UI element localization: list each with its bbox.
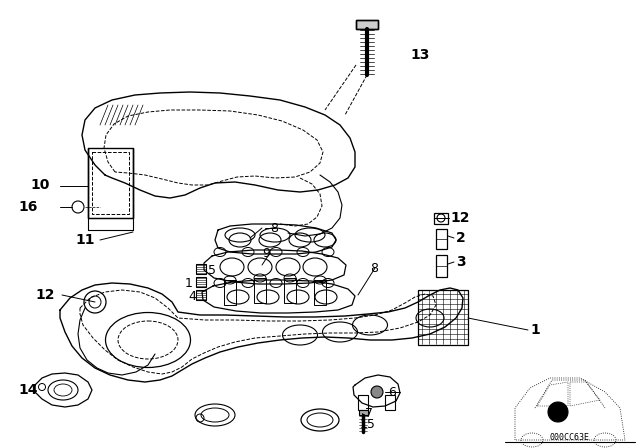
Text: 3: 3 xyxy=(456,255,466,269)
Bar xyxy=(254,278,266,303)
Text: 000CC63E: 000CC63E xyxy=(550,433,590,442)
Circle shape xyxy=(371,386,383,398)
Bar xyxy=(434,213,448,224)
Bar xyxy=(314,280,326,305)
Bar xyxy=(358,395,368,410)
Bar xyxy=(196,277,206,287)
Text: 13: 13 xyxy=(410,48,429,62)
Text: 11: 11 xyxy=(75,233,95,247)
Bar xyxy=(92,152,129,214)
Text: 12: 12 xyxy=(450,211,470,225)
Text: 10: 10 xyxy=(30,178,49,192)
Circle shape xyxy=(548,402,568,422)
Bar xyxy=(88,148,133,218)
Text: 15: 15 xyxy=(360,418,376,431)
Text: 7: 7 xyxy=(365,406,373,419)
Text: 12: 12 xyxy=(35,288,54,302)
Text: 5: 5 xyxy=(208,263,216,276)
Bar xyxy=(436,229,447,249)
Bar xyxy=(356,20,378,29)
Bar xyxy=(385,395,395,410)
Text: 1: 1 xyxy=(185,276,193,289)
Bar xyxy=(284,278,296,303)
Bar xyxy=(436,255,447,277)
Bar xyxy=(196,290,206,300)
Text: 8: 8 xyxy=(370,262,378,275)
Text: 6: 6 xyxy=(388,385,396,399)
Bar xyxy=(224,280,236,305)
Bar xyxy=(196,264,206,274)
Text: 9: 9 xyxy=(262,246,270,259)
Bar xyxy=(356,20,378,29)
Bar xyxy=(359,410,368,415)
Text: 8: 8 xyxy=(270,221,278,234)
Text: 2: 2 xyxy=(456,231,466,245)
Text: 16: 16 xyxy=(18,200,37,214)
Text: 4: 4 xyxy=(188,289,196,302)
Text: 1: 1 xyxy=(530,323,540,337)
Bar xyxy=(418,290,468,345)
Text: 14: 14 xyxy=(18,383,38,397)
